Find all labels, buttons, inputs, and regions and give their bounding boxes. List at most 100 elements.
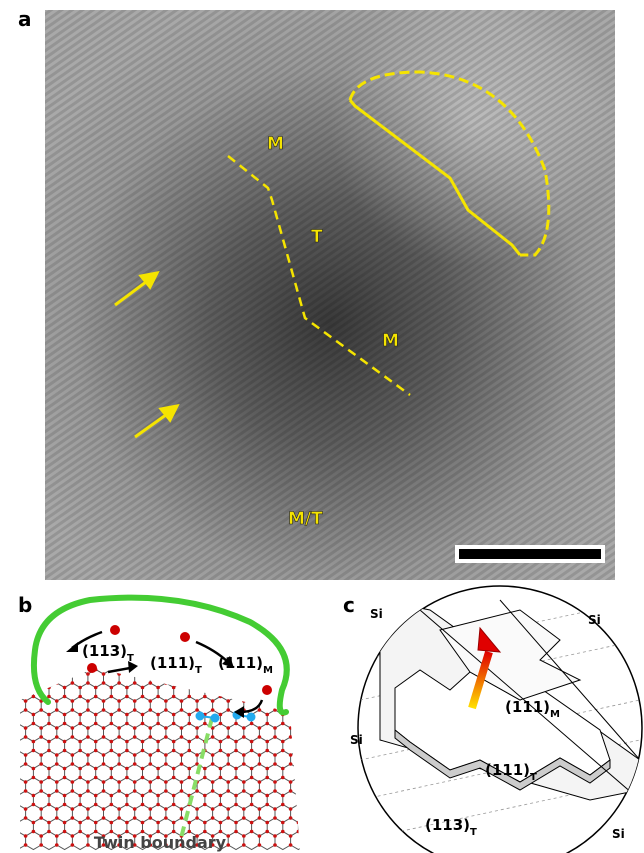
lattice-atom (203, 659, 207, 663)
lattice-atom (219, 794, 223, 798)
lattice-atom (32, 794, 36, 798)
lattice-atom (289, 816, 293, 820)
si-label: Si (588, 613, 601, 627)
lattice-atom (117, 807, 121, 811)
lattice-atom (16, 722, 20, 726)
caption: Twin boundary (94, 833, 227, 852)
lattice-atom (63, 668, 67, 672)
lattice-atom (148, 672, 152, 676)
lattice-atom (258, 708, 262, 712)
lattice-atom (211, 681, 215, 685)
lattice-atom (24, 753, 28, 757)
lattice-atom (304, 708, 308, 712)
lattice-atom (94, 794, 98, 798)
lattice-atom (211, 708, 215, 712)
si-label: Si (370, 607, 383, 621)
lattice-atom (63, 659, 67, 663)
lattice-atom (265, 767, 269, 771)
lattice-atom (164, 816, 168, 820)
lattice-atom (195, 708, 199, 712)
lattice-atom (172, 794, 176, 798)
lattice-atom (242, 789, 246, 793)
si-label: Si (612, 827, 625, 841)
lattice-atom (265, 776, 269, 780)
lattice-atom (110, 695, 114, 699)
lattice-atom (289, 762, 293, 766)
lattice-atom (141, 749, 145, 753)
lattice-atom (102, 816, 106, 820)
subscript: T (530, 772, 537, 783)
lattice-atom (273, 762, 277, 766)
lattice-atom (102, 762, 106, 766)
panel-label: a (18, 7, 32, 31)
panel-b: b (113)T (111)T (111)M Twin boundary (0, 593, 323, 852)
lattice-atom (16, 668, 20, 672)
lattice-atom (148, 726, 152, 730)
lattice-atom (180, 807, 184, 811)
lattice-atom (117, 780, 121, 784)
lattice-atom (47, 686, 51, 690)
lattice-atom (102, 753, 106, 757)
lattice-atom (24, 762, 28, 766)
lattice-atom (304, 843, 308, 847)
phase-label: M (267, 134, 284, 154)
lattice-atom (234, 722, 238, 726)
lattice-atom (281, 767, 285, 771)
lattice-atom (164, 735, 168, 739)
lattice-atom (39, 816, 43, 820)
lattice-atom (289, 726, 293, 730)
lattice-atom (156, 749, 160, 753)
lattice-atom (86, 681, 90, 685)
lattice-atom (133, 789, 137, 793)
lattice-atom (250, 695, 254, 699)
lattice-atom (125, 749, 129, 753)
lattice-atom (71, 762, 75, 766)
lattice-atom (141, 821, 145, 825)
lattice-atom (172, 695, 176, 699)
lattice-atom (39, 843, 43, 847)
lattice-atom (289, 753, 293, 757)
lattice-atom (250, 686, 254, 690)
lattice-atom (71, 753, 75, 757)
lattice-atom (94, 776, 98, 780)
miller: (113) (82, 642, 127, 660)
lattice-atom (258, 672, 262, 676)
lattice-atom (148, 816, 152, 820)
lattice-atom (289, 681, 293, 685)
lattice-atom (133, 708, 137, 712)
lattice-atom (71, 807, 75, 811)
lattice-atom (187, 767, 191, 771)
lattice-atom (172, 821, 176, 825)
lattice-atom (258, 807, 262, 811)
panel-a: a M T M M/T (18, 7, 615, 580)
lattice-atom (71, 780, 75, 784)
lattice-atom (281, 749, 285, 753)
lattice-atom (141, 668, 145, 672)
lattice-atom (117, 708, 121, 712)
lattice-atom (219, 713, 223, 717)
lattice-atom (250, 830, 254, 834)
lattice-atom (281, 794, 285, 798)
lattice-atom (86, 762, 90, 766)
miller: (111) (505, 698, 550, 716)
lattice-atom (16, 803, 20, 807)
lattice-atom (78, 668, 82, 672)
lattice-atom (78, 740, 82, 744)
lattice-atom (312, 803, 316, 807)
lattice-atom (195, 699, 199, 703)
lattice-atom (156, 767, 160, 771)
lattice-atom (78, 722, 82, 726)
lattice-atom (226, 726, 230, 730)
lattice-atom (8, 834, 12, 838)
lattice-atom (172, 749, 176, 753)
lattice-atom (265, 794, 269, 798)
lattice-atom (297, 695, 301, 699)
lattice-atom (203, 686, 207, 690)
lattice-atom (47, 776, 51, 780)
lattice-atom (187, 749, 191, 753)
lattice-atom (47, 749, 51, 753)
lattice-atom (258, 816, 262, 820)
lattice-atom (211, 753, 215, 757)
lattice-atom (102, 735, 106, 739)
lattice-atom (55, 681, 59, 685)
